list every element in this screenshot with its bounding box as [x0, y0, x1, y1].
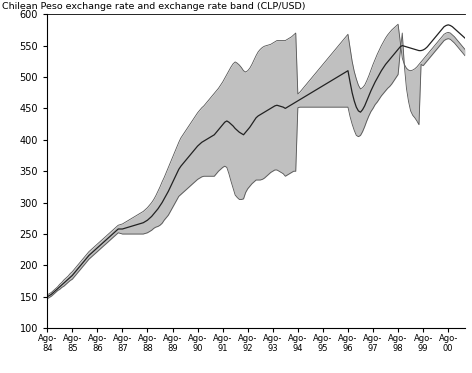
Text: Chilean Peso exchange rate and exchange rate band (CLP/USD): Chilean Peso exchange rate and exchange … [2, 2, 306, 11]
